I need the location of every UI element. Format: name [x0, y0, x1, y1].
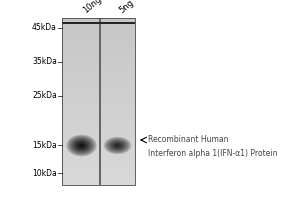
Text: Recombinant Human: Recombinant Human — [148, 136, 229, 144]
Text: 35kDa: 35kDa — [32, 58, 57, 66]
Text: Interferon alpha 1(IFN-α1) Protein: Interferon alpha 1(IFN-α1) Protein — [148, 148, 278, 158]
Text: 45kDa: 45kDa — [32, 23, 57, 32]
Text: 5ng: 5ng — [118, 0, 136, 15]
Bar — [62, 18, 135, 185]
Text: 10kDa: 10kDa — [32, 168, 57, 178]
Text: 10ng: 10ng — [81, 0, 103, 15]
Text: 15kDa: 15kDa — [32, 140, 57, 150]
Text: 25kDa: 25kDa — [32, 92, 57, 100]
